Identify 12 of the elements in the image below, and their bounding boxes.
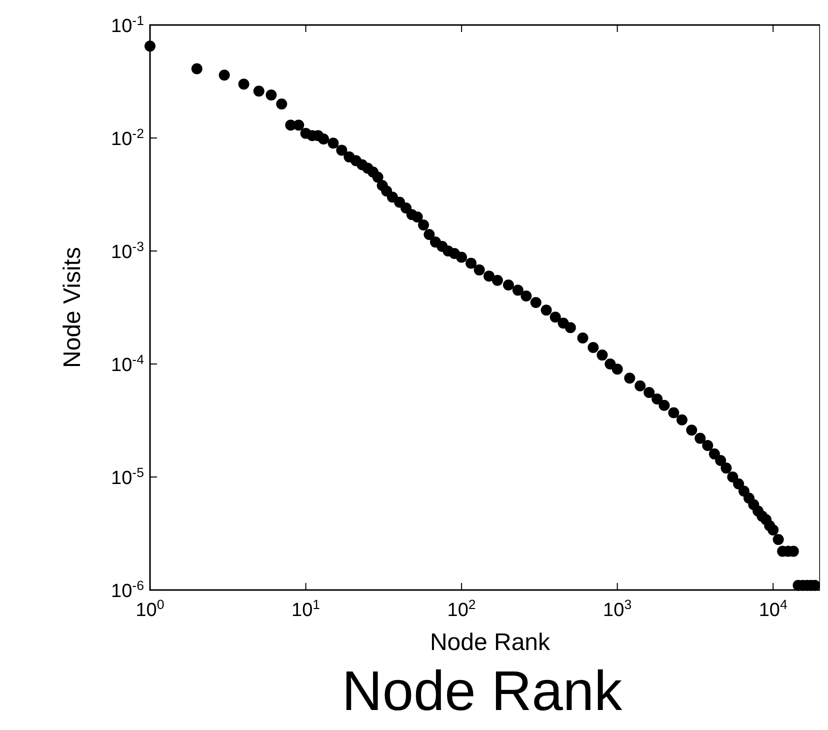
x-axis-title: Node Rank — [430, 629, 552, 656]
y-tick-label: 10$^{-5}$ — [111, 464, 144, 489]
x-tick-label: 10$^{2}$ — [447, 596, 476, 621]
text: Node Rank — [342, 659, 624, 722]
y-tick-label: 10$^{-3}$ — [111, 238, 144, 263]
x-tick-label: 10$^{3}$ — [603, 596, 632, 621]
y-tick-label: 10$^{-4}$ — [111, 352, 144, 376]
x-tick-label: 10$^{1}$ — [292, 596, 320, 621]
x-tick-label: 10$^{4}$ — [758, 596, 788, 621]
y-tick-label: 10$^{-1}$ — [111, 12, 144, 37]
y-tick-label: 10$^{-2}$ — [111, 126, 144, 150]
y-axis-title: Node Visits — [59, 247, 86, 368]
